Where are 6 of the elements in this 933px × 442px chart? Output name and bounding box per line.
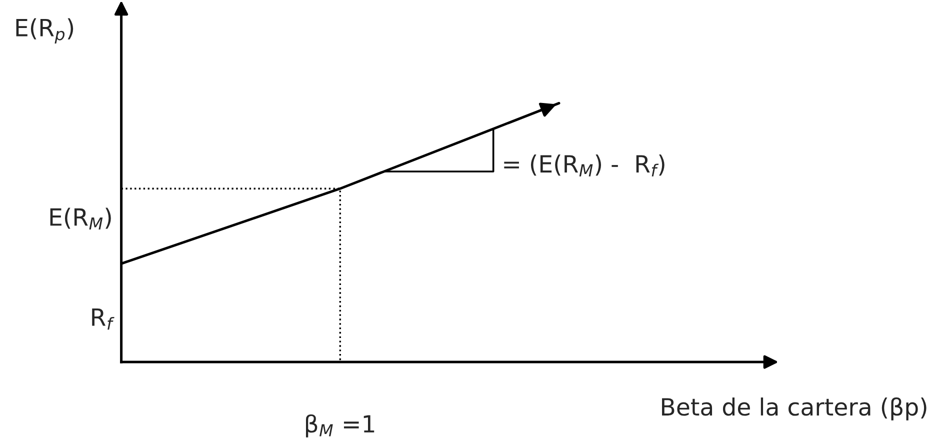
x-axis-title: Beta de la cartera (βp) bbox=[662, 397, 926, 420]
annotation: = (E(R$_{M}$) - R$_{f}$) bbox=[504, 154, 664, 176]
text: E(R$_{M}$) bbox=[50, 208, 111, 230]
text: R$_{f}$ bbox=[92, 308, 114, 330]
y-axis-title: E(R$_{p}$) bbox=[16, 18, 74, 44]
text: β$_{M}$ =1 bbox=[306, 414, 374, 438]
